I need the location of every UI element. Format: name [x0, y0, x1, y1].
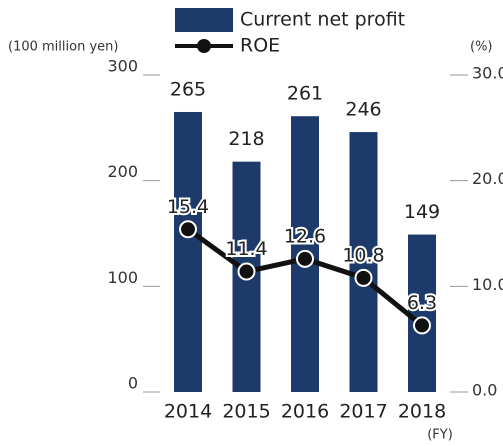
legend-label: ROE: [240, 35, 280, 57]
y2-tick-label: 20.0: [472, 169, 503, 188]
roe-point: [354, 268, 373, 287]
roe-point: [237, 262, 256, 281]
x-tick-label: 2017: [339, 401, 387, 423]
roe-point: [413, 316, 431, 335]
y-tick-label: 100: [107, 268, 138, 287]
y-axis-label: (100 million yen): [8, 40, 118, 55]
roe-value-label: 10.8: [342, 244, 384, 266]
legend-label: Current net profit: [240, 9, 405, 31]
x-tick-label: 2016: [281, 401, 329, 423]
roe-value-label: 6.3: [407, 292, 437, 314]
roe-value-label: 12.6: [284, 225, 326, 247]
legend-marker: [197, 39, 211, 53]
legend-swatch: [175, 8, 233, 32]
roe-value-label: 11.4: [225, 238, 267, 260]
bar-value-label: 246: [345, 99, 381, 121]
y-tick-label: 300: [107, 57, 138, 76]
x-axis-label: (FY): [427, 428, 453, 443]
x-tick-label: 2015: [222, 401, 270, 423]
bar-value-label: 265: [170, 78, 206, 100]
bar: [408, 234, 436, 392]
y2-tick-label: 10.0: [472, 275, 503, 294]
y-tick-label: 200: [107, 162, 138, 181]
y2-tick-label: 0.0: [472, 381, 497, 400]
y2-axis-label: (%): [470, 40, 493, 55]
roe-point: [296, 249, 314, 268]
bar-value-label: 261: [287, 83, 323, 105]
bar: [349, 132, 378, 392]
y-tick-label: 0: [128, 374, 138, 393]
roe-point: [179, 220, 197, 239]
x-tick-label: 2018: [398, 401, 446, 423]
bar-value-label: 218: [228, 128, 264, 150]
y2-tick-label: 30.0: [472, 64, 503, 83]
roe-value-label: 15.4: [167, 196, 209, 218]
bar-value-label: 149: [404, 201, 440, 223]
x-tick-label: 2014: [164, 401, 212, 423]
bar: [174, 111, 202, 392]
